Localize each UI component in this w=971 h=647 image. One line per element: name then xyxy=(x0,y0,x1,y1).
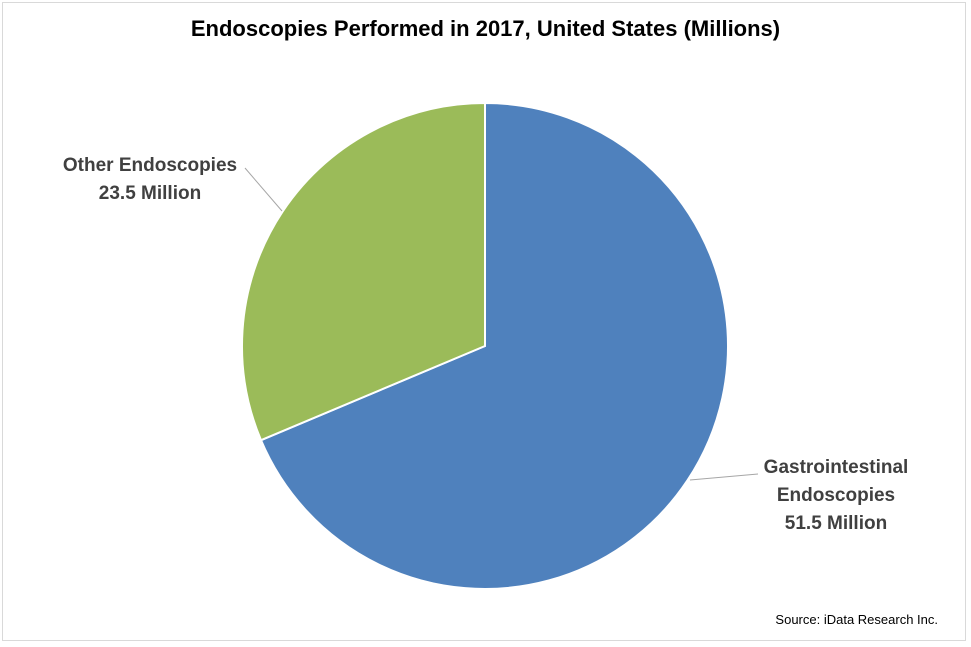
data-label-line: Endoscopies xyxy=(777,485,895,506)
chart-title: Endoscopies Performed in 2017, United St… xyxy=(190,16,781,41)
pie-slices xyxy=(241,101,729,590)
data-labels: Gastrointestinal Endoscopies 51.5 Million O… xyxy=(63,155,908,534)
pie-slice-gastrointestinal-endoscopies xyxy=(259,101,729,590)
leader-line xyxy=(244,167,283,212)
data-label: Other Endoscopies 23.5 Million xyxy=(63,155,237,204)
data-label-line: 23.5 Million xyxy=(99,183,201,204)
data-label-line: 51.5 Million xyxy=(785,513,887,534)
leader-line xyxy=(689,473,759,481)
data-label-line: Other Endoscopies xyxy=(63,155,237,176)
leader-lines xyxy=(244,167,759,481)
data-label: Gastrointestinal Endoscopies 51.5 Million xyxy=(764,457,909,534)
source-note: Source: iData Research Inc. xyxy=(775,612,938,627)
data-label-line: Gastrointestinal xyxy=(764,457,909,478)
pie-slice-other-endoscopies xyxy=(241,101,486,442)
